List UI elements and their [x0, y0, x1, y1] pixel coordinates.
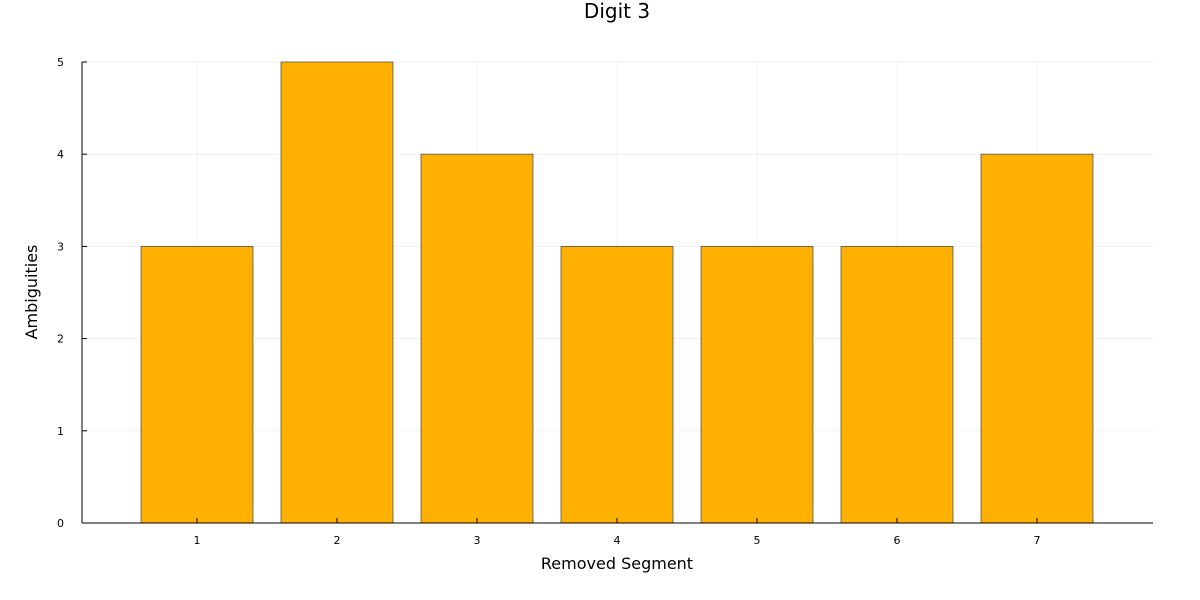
x-ticks: 1 2 3 4 5 6 7 [194, 518, 1041, 547]
y-ticks: 0 1 2 3 4 5 [57, 56, 87, 530]
bar-segment-5 [700, 245, 814, 524]
bar-segment-1 [140, 245, 254, 524]
x-tick-label: 3 [474, 534, 481, 547]
y-tick-label: 4 [57, 148, 64, 161]
bar-segment-6 [840, 245, 954, 524]
y-tick-label: 0 [57, 517, 64, 530]
y-tick-label: 5 [57, 56, 64, 69]
bar-segment-3 [420, 153, 534, 524]
chart-title: Digit 3 [584, 0, 650, 23]
x-tick-label: 6 [894, 534, 901, 547]
x-tick-label: 5 [754, 534, 761, 547]
bar-segment-7 [980, 153, 1094, 524]
x-tick-label: 7 [1034, 534, 1041, 547]
y-tick-label: 2 [57, 333, 64, 346]
x-axis-label: Removed Segment [541, 554, 693, 573]
y-tick-label: 1 [57, 425, 64, 438]
bar-segment-2 [280, 61, 394, 524]
x-tick-label: 4 [614, 534, 621, 547]
x-tick-label: 2 [334, 534, 341, 547]
y-axis-label: Ambiguities [22, 245, 41, 340]
x-tick-label: 1 [194, 534, 201, 547]
y-tick-label: 3 [57, 240, 64, 253]
bars [140, 61, 1094, 524]
bar-segment-4 [560, 245, 674, 524]
